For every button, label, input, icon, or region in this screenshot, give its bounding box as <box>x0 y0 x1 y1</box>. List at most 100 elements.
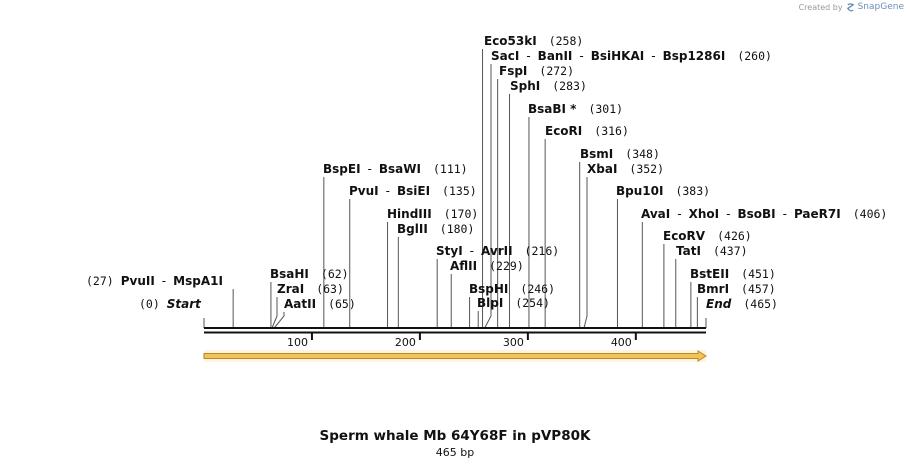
enzyme-label[interactable]: FspI (272) <box>499 64 574 78</box>
enzyme-label[interactable]: BspEI - BsaWI (111) <box>323 162 468 176</box>
credit-brand: SnapGene <box>857 2 904 12</box>
site-position: (283) <box>552 79 587 93</box>
feature-arrow-shape[interactable] <box>203 350 707 362</box>
site-position: (63) <box>316 282 344 296</box>
enzyme-name: End <box>706 297 732 311</box>
enzyme-name: XbaI <box>587 162 617 176</box>
enzyme-name: EcoRI <box>545 124 582 138</box>
enzyme-label[interactable]: EcoRI (316) <box>545 124 629 138</box>
name-separator: - <box>783 207 787 221</box>
enzyme-name: BspHI <box>469 282 508 296</box>
enzyme-label[interactable]: AatII (65) <box>284 297 356 311</box>
site-position: (65) <box>328 297 356 311</box>
enzyme-label[interactable]: PvuI - BsiEI (135) <box>349 184 477 198</box>
enzyme-name: MspA1I <box>173 274 223 288</box>
enzyme-label[interactable]: TatI (437) <box>676 244 748 258</box>
sequence-backbone <box>204 327 706 334</box>
enzyme-name: AvaI <box>641 207 670 221</box>
enzyme-label[interactable]: ZraI (63) <box>277 282 344 296</box>
enzyme-name: BstEII <box>690 267 729 281</box>
enzyme-label[interactable]: BglII (180) <box>397 222 474 236</box>
name-separator: - <box>726 207 730 221</box>
site-leader-line <box>273 312 285 329</box>
site-position: (229) <box>489 259 524 273</box>
name-separator: - <box>368 162 372 176</box>
enzyme-name: Bpu10I <box>616 184 663 198</box>
name-separator: - <box>386 184 390 198</box>
enzyme-name: Bsp1286I <box>663 49 726 63</box>
site-position: (383) <box>675 184 710 198</box>
enzyme-name: ZraI <box>277 282 304 296</box>
enzyme-name: PvuI <box>349 184 379 198</box>
enzyme-label[interactable]: SphI (283) <box>510 79 587 93</box>
enzyme-name: BsaWI <box>379 162 421 176</box>
enzyme-name: BsmI <box>580 147 613 161</box>
enzyme-label[interactable]: BsaHI (62) <box>270 267 349 281</box>
site-position: (406) <box>853 207 888 221</box>
enzyme-label[interactable]: AflII (229) <box>450 259 524 273</box>
site-leaders <box>203 49 707 329</box>
enzyme-name: BsiHKAI <box>591 49 645 63</box>
credit-prefix: Created by <box>798 2 843 12</box>
enzyme-name: BanII <box>538 49 573 63</box>
ruler-tick-label: 400 <box>611 336 632 349</box>
enzyme-name: Start <box>167 297 202 311</box>
enzyme-label[interactable]: (0) Start <box>139 297 202 311</box>
enzyme-label[interactable]: BlpI (254) <box>477 296 550 310</box>
enzyme-name: SacI <box>491 49 519 63</box>
enzyme-label[interactable]: BstEII (451) <box>690 267 776 281</box>
ruler-tick-label: 100 <box>287 336 308 349</box>
enzyme-label[interactable]: StyI - AvrII (216) <box>436 244 559 258</box>
enzyme-name: PaeR7I <box>794 207 841 221</box>
enzyme-label[interactable]: HindIII (170) <box>387 207 478 221</box>
enzyme-label[interactable]: XbaI (352) <box>587 162 664 176</box>
enzyme-label[interactable]: (27) PvuII - MspA1I <box>86 274 223 288</box>
enzyme-name: HindIII <box>387 207 432 221</box>
site-leader-line <box>271 297 278 329</box>
enzyme-name: Eco53kI <box>484 34 537 48</box>
enzyme-name: PvuII <box>121 274 155 288</box>
sequence-length: 465 bp <box>435 446 475 459</box>
ruler-tick-label: 200 <box>395 336 416 349</box>
ruler-ticks: 100 200 300 400 <box>287 333 637 349</box>
name-separator: - <box>651 49 655 63</box>
site-leader-line <box>583 177 588 329</box>
site-position: (216) <box>525 244 560 258</box>
enzyme-label[interactable]: BspHI (246) <box>469 282 555 296</box>
enzyme-label[interactable]: Eco53kI (258) <box>484 34 583 48</box>
enzyme-label[interactable]: End (465) <box>706 297 778 311</box>
enzyme-name: BglII <box>397 222 428 236</box>
site-position: (111) <box>433 162 468 176</box>
enzyme-name: BmrI <box>697 282 729 296</box>
name-separator: - <box>470 244 474 258</box>
enzyme-name: BsoBI <box>737 207 775 221</box>
site-position: (451) <box>741 267 776 281</box>
enzyme-label[interactable]: Bpu10I (383) <box>616 184 710 198</box>
site-position: (258) <box>549 34 584 48</box>
site-leader-line <box>484 64 492 329</box>
enzyme-label[interactable]: BsaBI * (301) <box>528 102 623 116</box>
enzyme-name: AatII <box>284 297 316 311</box>
site-position: (0) <box>139 297 160 311</box>
enzyme-name: BlpI <box>477 296 503 310</box>
enzyme-label[interactable]: BmrI (457) <box>697 282 776 296</box>
enzyme-label[interactable]: SacI - BanII - BsiHKAI - Bsp1286I (260) <box>491 49 772 63</box>
enzyme-name: BsaHI <box>270 267 309 281</box>
site-position: (457) <box>741 282 776 296</box>
site-position: (437) <box>713 244 748 258</box>
site-position: (260) <box>737 49 772 63</box>
site-position: (426) <box>717 229 752 243</box>
enzyme-name: AflII <box>450 259 477 273</box>
enzyme-label[interactable]: AvaI - XhoI - BsoBI - PaeR7I (406) <box>641 207 887 221</box>
enzyme-name: SphI <box>510 79 540 93</box>
credit-watermark: Created by SnapGene <box>799 2 904 12</box>
enzyme-label[interactable]: EcoRV (426) <box>663 229 752 243</box>
site-position: (180) <box>440 222 475 236</box>
site-position: (272) <box>539 64 574 78</box>
site-position: (135) <box>442 184 477 198</box>
enzyme-label[interactable]: BsmI (348) <box>580 147 660 161</box>
forward-feature-arrow[interactable] <box>203 350 707 362</box>
site-position: (352) <box>629 162 664 176</box>
enzyme-name: AvrII <box>481 244 513 258</box>
